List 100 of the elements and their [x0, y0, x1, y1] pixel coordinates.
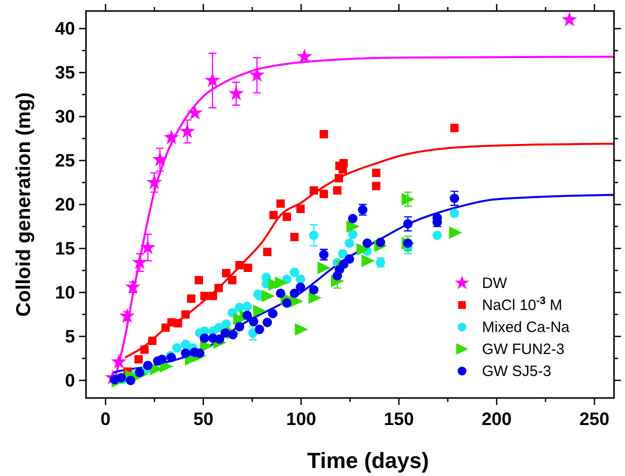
y-tick-label: 0	[64, 370, 75, 390]
point	[174, 319, 182, 328]
point	[333, 186, 342, 195]
point	[282, 298, 292, 308]
point	[125, 278, 141, 294]
point	[338, 249, 348, 258]
point	[221, 319, 231, 329]
point	[249, 66, 265, 82]
point	[290, 288, 300, 298]
point	[208, 292, 218, 300]
point	[228, 276, 236, 284]
point	[204, 72, 220, 88]
point	[282, 212, 292, 221]
point	[290, 268, 300, 277]
point	[200, 333, 210, 343]
point	[222, 268, 230, 278]
legend-label: GW SJ5-3	[482, 363, 552, 380]
y-tick-label: 30	[54, 106, 75, 127]
point	[110, 354, 127, 369]
point	[362, 254, 375, 268]
point	[450, 124, 459, 132]
point	[214, 284, 223, 292]
point	[344, 254, 354, 264]
point	[309, 230, 319, 240]
point	[253, 304, 266, 318]
legend-label: GW FUN2-3	[482, 341, 564, 358]
point	[180, 348, 190, 358]
point	[263, 248, 272, 256]
x-axis-title: Time (days)	[307, 448, 429, 473]
point	[132, 254, 148, 270]
point	[362, 238, 372, 248]
point	[309, 285, 319, 295]
point	[402, 192, 415, 206]
point	[254, 324, 264, 334]
point	[194, 276, 204, 284]
y-tick-label: 40	[54, 18, 75, 39]
point	[348, 230, 358, 240]
y-axis-title: Colloid generation (mg)	[13, 92, 35, 317]
point	[262, 290, 275, 302]
point	[228, 85, 244, 100]
point	[344, 238, 354, 248]
point	[334, 174, 344, 182]
point	[338, 260, 348, 270]
point	[187, 294, 196, 303]
x-tick-label: 50	[193, 409, 214, 429]
point	[348, 214, 358, 224]
point	[148, 336, 156, 346]
point	[262, 318, 272, 328]
point	[296, 282, 306, 292]
point	[214, 334, 224, 344]
point	[179, 123, 196, 138]
point	[356, 243, 370, 256]
point	[140, 345, 149, 354]
point	[152, 151, 168, 166]
point	[244, 264, 252, 272]
point	[294, 323, 308, 336]
x-tick-label: 200	[482, 409, 512, 429]
point	[346, 220, 360, 233]
point	[310, 186, 318, 195]
point	[140, 239, 156, 254]
point	[268, 308, 278, 318]
x-tick-label: 100	[286, 409, 316, 429]
point	[143, 360, 153, 370]
point	[308, 291, 322, 304]
point	[296, 204, 305, 214]
legend-label: NaCl 10$^{-3}$ M	[482, 295, 562, 314]
point	[372, 168, 380, 178]
point	[320, 190, 328, 198]
point	[134, 355, 143, 364]
point	[187, 104, 203, 120]
point	[296, 48, 312, 64]
y-tick-label: 10	[54, 282, 75, 302]
point	[146, 174, 162, 190]
point	[220, 328, 230, 338]
y-tick-label: 25	[54, 150, 75, 171]
point	[172, 343, 182, 353]
point	[320, 130, 328, 138]
point	[194, 348, 204, 358]
point	[276, 288, 286, 298]
point	[269, 210, 278, 220]
point	[432, 230, 442, 240]
y-tick-label: 35	[54, 62, 75, 83]
point	[450, 194, 460, 204]
point	[119, 308, 135, 323]
point	[234, 322, 244, 332]
y-tick-label: 5	[64, 326, 75, 346]
x-tick-label: 0	[100, 409, 111, 429]
y-tick-label: 20	[54, 194, 75, 214]
point	[450, 208, 460, 218]
point	[164, 129, 180, 144]
point	[276, 199, 285, 208]
point	[248, 328, 258, 338]
point	[126, 376, 136, 386]
point	[318, 262, 331, 274]
point	[248, 316, 258, 326]
legend-label: DW	[482, 275, 508, 292]
point	[274, 276, 288, 290]
point	[290, 232, 299, 242]
x-tick-label: 250	[579, 409, 610, 429]
point	[200, 292, 209, 300]
